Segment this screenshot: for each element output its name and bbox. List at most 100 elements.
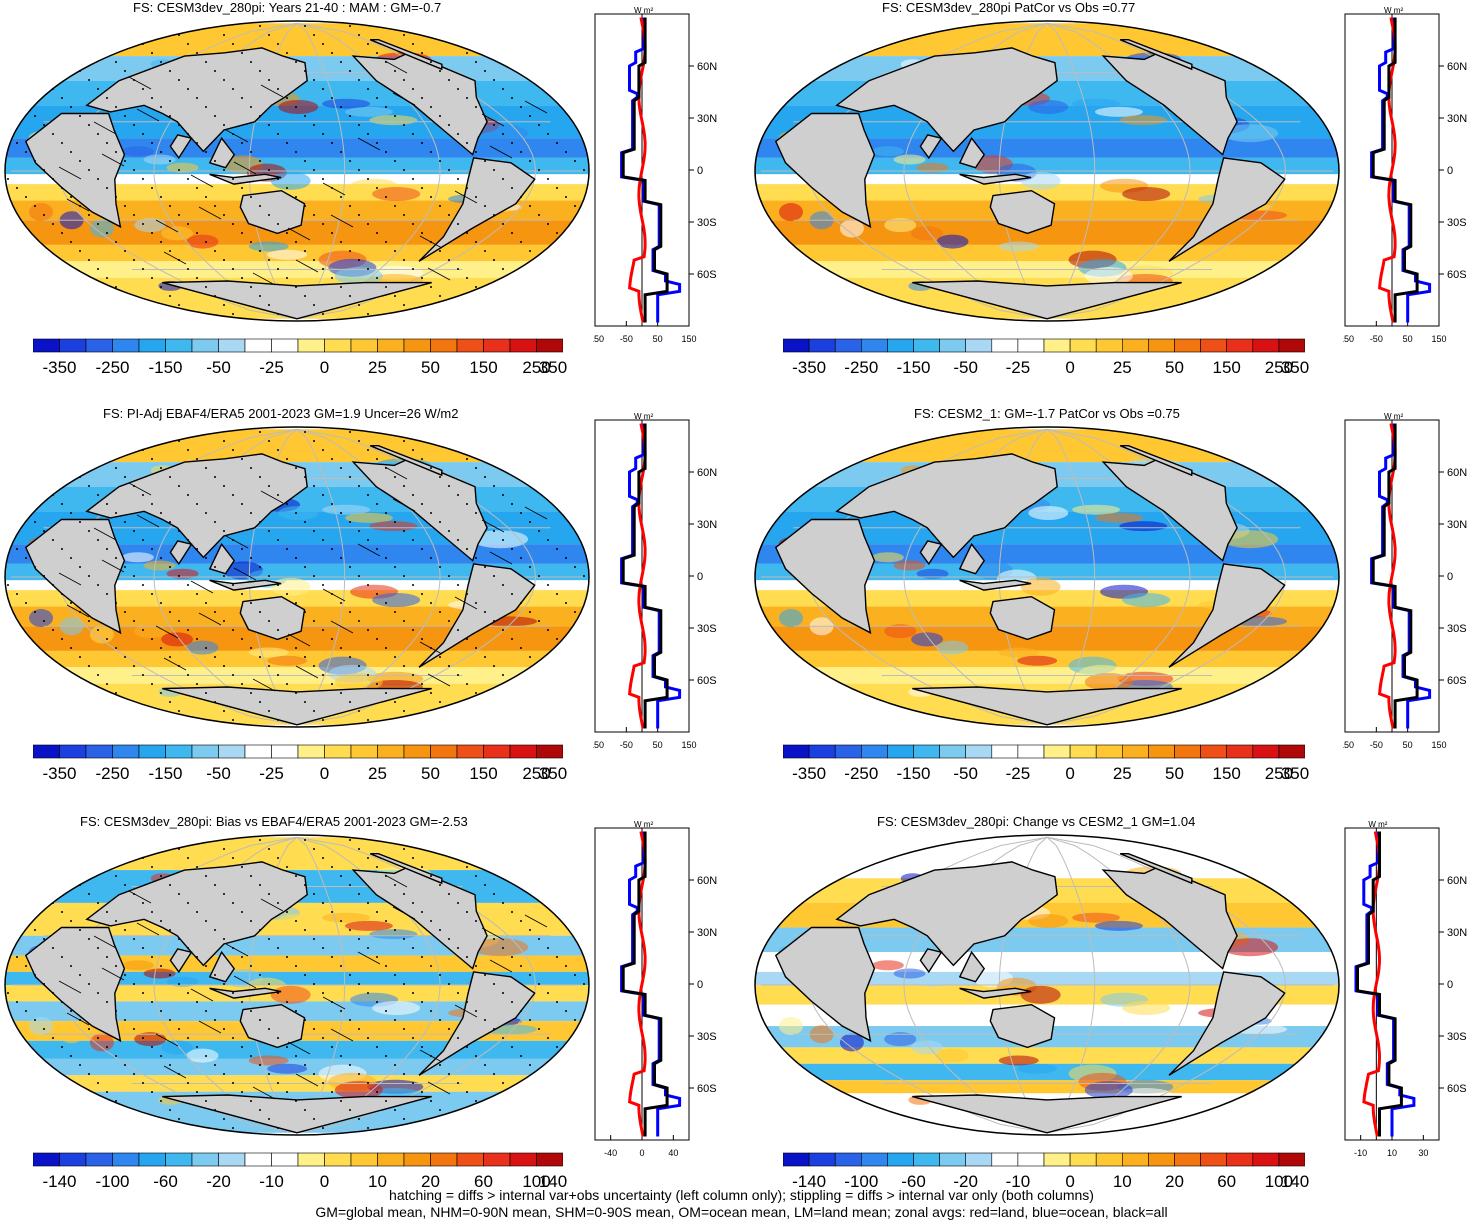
stipple-dot bbox=[457, 178, 459, 180]
stipple-dot bbox=[259, 656, 261, 658]
stipple-dot bbox=[286, 187, 288, 189]
stipple-dot bbox=[529, 115, 531, 117]
stipple-dot bbox=[25, 512, 27, 514]
stipple-dot bbox=[565, 602, 567, 604]
colorbar-swatch bbox=[218, 744, 246, 759]
stipple-dot bbox=[124, 250, 126, 252]
stipple-dot bbox=[169, 929, 171, 931]
colorbar-tick-label: -150 bbox=[896, 358, 931, 377]
stipple-dot bbox=[151, 866, 153, 868]
colorbar-swatch bbox=[913, 744, 940, 759]
stipple-dot bbox=[493, 214, 495, 216]
stipple-dot bbox=[520, 106, 522, 108]
field-blotch bbox=[1119, 115, 1168, 126]
stipple-dot bbox=[43, 893, 45, 895]
stipple-dot bbox=[511, 52, 513, 54]
field-band bbox=[755, 1047, 1339, 1064]
stipple-dot bbox=[106, 866, 108, 868]
stipple-dot bbox=[124, 1019, 126, 1021]
stipple-dot bbox=[349, 295, 351, 297]
stipple-dot bbox=[169, 431, 171, 433]
stipple-dot bbox=[421, 232, 423, 234]
stipple-dot bbox=[61, 956, 63, 958]
stipple-dot bbox=[88, 1118, 90, 1120]
stipple-dot bbox=[241, 458, 243, 460]
stipple-dot bbox=[304, 70, 306, 72]
stipple-dot bbox=[232, 449, 234, 451]
stipple-dot bbox=[439, 929, 441, 931]
stipple-dot bbox=[448, 983, 450, 985]
stipple-dot bbox=[313, 169, 315, 171]
stipple-dot bbox=[88, 620, 90, 622]
colorbar-swatch bbox=[1121, 338, 1149, 353]
stipple-dot bbox=[232, 902, 234, 904]
colorbar-tick-label: 60 bbox=[1217, 1172, 1237, 1191]
colorbar-swatch bbox=[509, 338, 537, 353]
stipple-dot bbox=[358, 620, 360, 622]
colorbar-swatch bbox=[1017, 1152, 1045, 1167]
stipple-dot bbox=[556, 277, 558, 279]
stipple-dot bbox=[385, 1100, 387, 1102]
stipple-dot bbox=[169, 476, 171, 478]
stipple-dot bbox=[7, 857, 9, 859]
stipple-dot bbox=[565, 1010, 567, 1012]
colorbar-swatch bbox=[991, 744, 1019, 759]
stipple-dot bbox=[457, 268, 459, 270]
colorbar-swatch bbox=[834, 744, 862, 759]
stipple-dot bbox=[304, 521, 306, 523]
stipple-dot bbox=[124, 25, 126, 27]
colorbar-swatch bbox=[85, 338, 113, 353]
stipple-dot bbox=[358, 485, 360, 487]
stipple-dot bbox=[133, 1073, 135, 1075]
stipple-dot bbox=[205, 875, 207, 877]
stipple-dot bbox=[160, 512, 162, 514]
stipple-dot bbox=[277, 584, 279, 586]
hatch-line bbox=[454, 1004, 478, 1018]
stipple-dot bbox=[538, 620, 540, 622]
land-mass bbox=[774, 518, 876, 635]
colorbar-tick-label: -60 bbox=[901, 1172, 926, 1191]
stipple-dot bbox=[34, 1109, 36, 1111]
stipple-dot bbox=[385, 196, 387, 198]
stipple-dot bbox=[358, 710, 360, 712]
stipple-dot bbox=[412, 992, 414, 994]
stipple-dot bbox=[583, 440, 585, 442]
stipple-dot bbox=[259, 884, 261, 886]
stipple-dot bbox=[70, 286, 72, 288]
colorbar-swatch bbox=[112, 1152, 140, 1167]
stipple-dot bbox=[286, 548, 288, 550]
colorbar bbox=[783, 338, 1305, 353]
stipple-dot bbox=[97, 1082, 99, 1084]
stipple-dot bbox=[43, 983, 45, 985]
stipple-dot bbox=[97, 674, 99, 676]
colorbar-swatch bbox=[165, 338, 193, 353]
stipple-dot bbox=[304, 115, 306, 117]
stipple-dot bbox=[151, 458, 153, 460]
stipple-dot bbox=[205, 647, 207, 649]
stipple-dot bbox=[403, 1028, 405, 1030]
stipple-dot bbox=[115, 920, 117, 922]
stipple-dot bbox=[484, 839, 486, 841]
stipple-dot bbox=[214, 295, 216, 297]
stipple-dot bbox=[286, 52, 288, 54]
field-blotch bbox=[884, 624, 917, 639]
land-mass bbox=[209, 173, 282, 185]
stipple-dot bbox=[403, 575, 405, 577]
hatch-layer bbox=[39, 869, 575, 1100]
stipple-dot bbox=[493, 169, 495, 171]
stipple-dot bbox=[70, 647, 72, 649]
lat-label: 0 bbox=[1447, 979, 1453, 991]
colorbar-swatch bbox=[509, 1152, 537, 1167]
field-blotch bbox=[911, 632, 944, 647]
hatch-line bbox=[66, 604, 90, 618]
colorbar-swatch bbox=[297, 338, 325, 353]
stipple-dot bbox=[538, 440, 540, 442]
stipple-dot bbox=[34, 884, 36, 886]
stipple-dot bbox=[457, 313, 459, 315]
stipple-dot bbox=[79, 701, 81, 703]
stipple-dot bbox=[160, 965, 162, 967]
field-blotch bbox=[893, 560, 926, 571]
stipple-dot bbox=[529, 1109, 531, 1111]
field-blotch bbox=[134, 1032, 167, 1047]
stipple-dot bbox=[502, 43, 504, 45]
